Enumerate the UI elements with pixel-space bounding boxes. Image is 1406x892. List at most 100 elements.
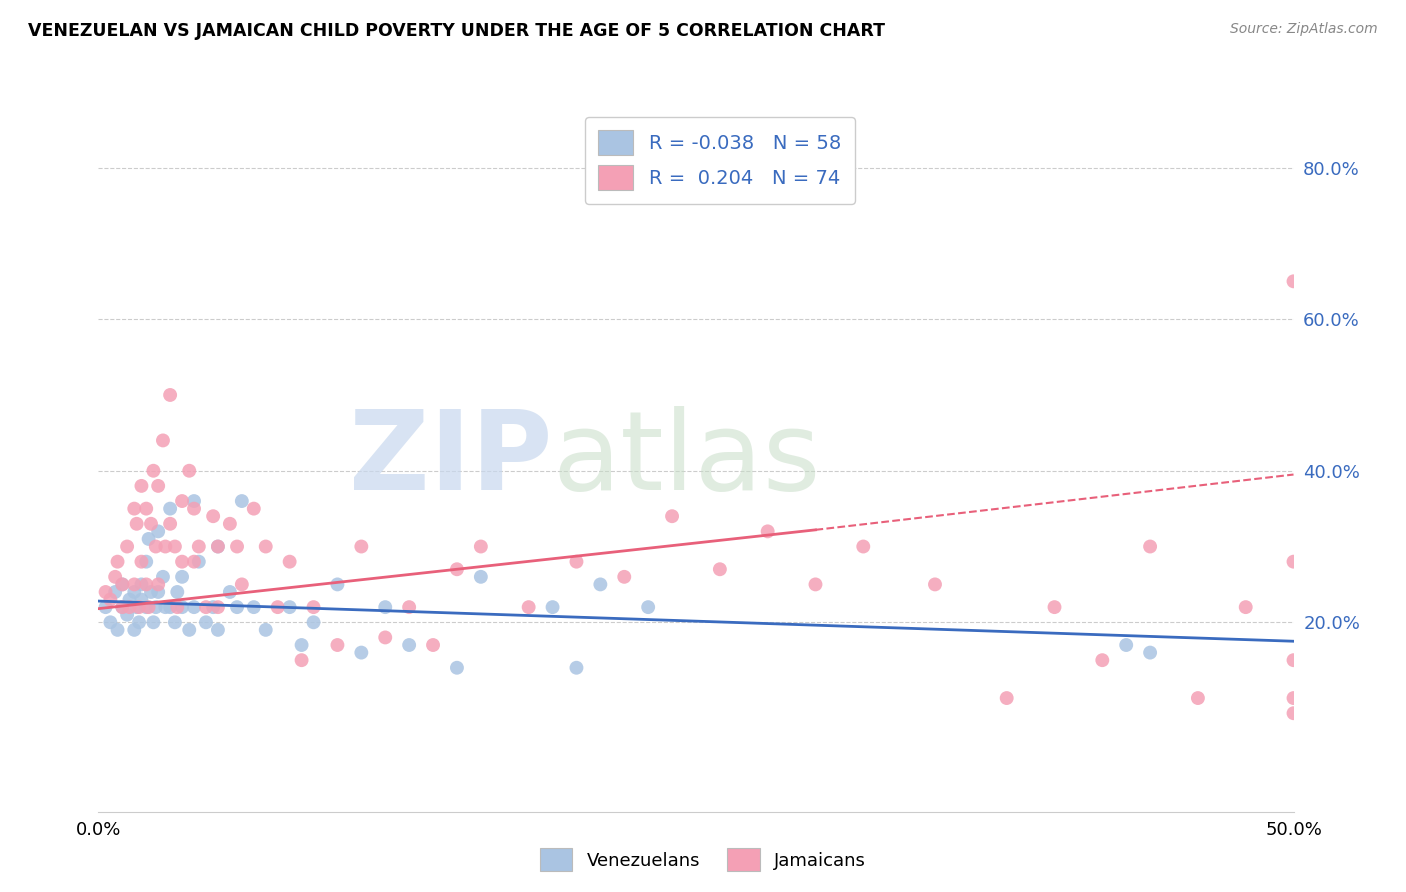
- Point: [446, 562, 468, 576]
- Point: [115, 607, 138, 622]
- Text: ZIP: ZIP: [349, 406, 553, 513]
- Point: [138, 600, 160, 615]
- Point: [125, 600, 148, 615]
- Point: [195, 615, 218, 630]
- Point: [517, 600, 540, 615]
- Point: [148, 479, 170, 493]
- Point: [135, 600, 157, 615]
- Point: [1091, 653, 1114, 667]
- Point: [1282, 653, 1305, 667]
- Point: [124, 577, 146, 591]
- Point: [267, 600, 290, 615]
- Point: [291, 638, 314, 652]
- Point: [226, 600, 249, 615]
- Point: [1234, 600, 1257, 615]
- Point: [125, 516, 148, 531]
- Point: [135, 555, 157, 569]
- Point: [243, 501, 266, 516]
- Point: [111, 577, 134, 591]
- Point: [709, 562, 731, 576]
- Point: [148, 524, 170, 539]
- Point: [145, 540, 167, 554]
- Point: [155, 600, 177, 615]
- Point: [350, 646, 373, 660]
- Point: [172, 570, 194, 584]
- Point: [159, 388, 181, 402]
- Point: [374, 631, 396, 645]
- Point: [135, 577, 157, 591]
- Point: [326, 638, 349, 652]
- Point: [135, 501, 157, 516]
- Point: [111, 577, 134, 591]
- Point: [1282, 274, 1305, 288]
- Point: [302, 600, 325, 615]
- Point: [179, 464, 201, 478]
- Point: [183, 501, 205, 516]
- Point: [398, 600, 420, 615]
- Point: [183, 494, 205, 508]
- Point: [183, 600, 205, 615]
- Point: [111, 600, 134, 615]
- Point: [128, 615, 150, 630]
- Point: [207, 600, 229, 615]
- Point: [1043, 600, 1066, 615]
- Point: [254, 623, 277, 637]
- Point: [104, 570, 127, 584]
- Point: [756, 524, 779, 539]
- Point: [852, 540, 875, 554]
- Point: [172, 600, 194, 615]
- Point: [207, 623, 229, 637]
- Point: [187, 540, 209, 554]
- Point: [422, 638, 444, 652]
- Point: [207, 540, 229, 554]
- Point: [1187, 691, 1209, 706]
- Point: [1139, 646, 1161, 660]
- Point: [152, 570, 174, 584]
- Point: [172, 494, 194, 508]
- Point: [159, 600, 181, 615]
- Point: [131, 479, 153, 493]
- Point: [163, 540, 186, 554]
- Point: [219, 585, 242, 599]
- Point: [195, 600, 218, 615]
- Point: [163, 615, 186, 630]
- Point: [350, 540, 373, 554]
- Point: [374, 600, 396, 615]
- Point: [231, 577, 253, 591]
- Point: [131, 592, 153, 607]
- Point: [118, 592, 141, 607]
- Point: [804, 577, 827, 591]
- Point: [172, 555, 194, 569]
- Point: [139, 516, 162, 531]
- Point: [142, 464, 165, 478]
- Point: [115, 540, 138, 554]
- Point: [589, 577, 612, 591]
- Point: [148, 585, 170, 599]
- Point: [995, 691, 1018, 706]
- Point: [124, 585, 146, 599]
- Point: [111, 600, 134, 615]
- Text: atlas: atlas: [553, 406, 821, 513]
- Point: [142, 615, 165, 630]
- Point: [139, 585, 162, 599]
- Point: [470, 570, 492, 584]
- Point: [94, 600, 117, 615]
- Point: [94, 585, 117, 599]
- Point: [152, 434, 174, 448]
- Point: [128, 600, 150, 615]
- Point: [104, 585, 127, 599]
- Point: [131, 577, 153, 591]
- Point: [159, 501, 181, 516]
- Point: [179, 623, 201, 637]
- Point: [118, 600, 141, 615]
- Point: [398, 638, 420, 652]
- Point: [202, 600, 225, 615]
- Point: [446, 661, 468, 675]
- Point: [131, 555, 153, 569]
- Point: [291, 653, 314, 667]
- Point: [207, 540, 229, 554]
- Point: [226, 540, 249, 554]
- Point: [1282, 706, 1305, 721]
- Point: [159, 516, 181, 531]
- Point: [219, 516, 242, 531]
